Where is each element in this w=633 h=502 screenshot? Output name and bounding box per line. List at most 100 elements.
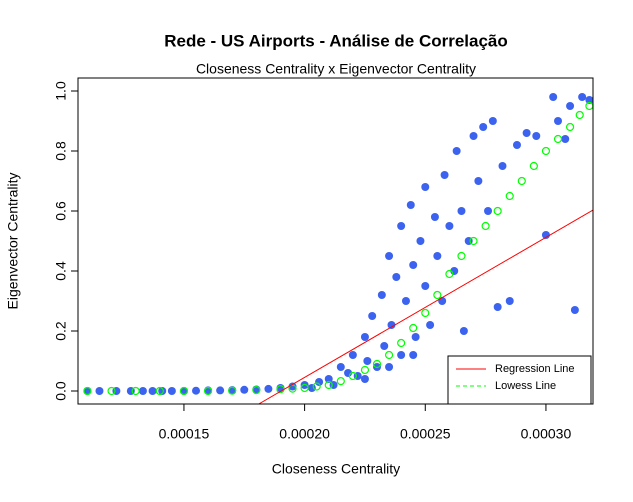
chart-title: Rede - US Airports - Análise de Correlaç… [164,31,508,50]
data-point [430,212,439,221]
lowess-point [469,236,478,246]
data-point [387,321,396,330]
data-point [445,221,454,230]
lowess-point [107,386,116,396]
data-point [409,351,418,360]
lowess-point [83,386,92,396]
lowess-point [372,359,382,369]
data-point [192,386,201,395]
plot-area [83,92,593,404]
data-point [360,375,369,384]
data-point [578,92,587,101]
lowess-point [529,161,538,171]
data-point [264,384,273,393]
data-point [512,140,521,149]
x-tick-label: 0.00025 [400,426,451,442]
data-point [474,176,483,185]
x-tick-label: 0.00020 [279,426,330,442]
lowess-point [493,206,502,216]
data-point [541,230,550,239]
data-point [377,291,386,300]
data-point [457,206,466,215]
lowess-point [457,251,466,261]
data-point [385,363,394,372]
data-point [392,273,401,282]
data-point [498,161,507,170]
lowess-point [252,386,261,395]
data-point [380,342,389,351]
data-point [554,116,563,125]
data-point [421,282,430,291]
data-point [385,252,394,261]
x-axis-label: Closeness Centrality [272,461,400,477]
lowess-point [409,323,418,333]
data-point [240,385,249,394]
y-tick-label: 0.0 [53,381,69,401]
data-point [368,312,377,321]
data-point [416,237,425,245]
lowess-point [553,134,563,144]
y-tick-label: 0.8 [53,141,69,161]
lowess-point [155,386,164,396]
data-point [469,131,478,140]
data-point [532,131,541,140]
data-point [479,122,488,131]
data-point [348,351,357,360]
x-tick-label: 0.00015 [159,426,210,442]
data-point [158,387,167,396]
data-point [561,134,570,143]
data-point [288,382,297,391]
lowess-point [481,221,490,231]
data-point [179,387,188,396]
lowess-point [384,350,394,360]
data-point [406,200,415,209]
data-point [360,333,369,342]
lowess-point [312,382,321,391]
lowess-point [445,269,454,279]
y-axis-label: Eigenvector Centrality [5,173,21,310]
lowess-point [360,365,370,375]
data-point [411,333,420,342]
data-point [401,297,410,306]
lowess-point [336,377,345,386]
data-point [397,351,406,360]
lowess-point [575,110,584,120]
data-point [397,221,406,230]
data-point [433,252,442,261]
data-point [138,387,147,396]
data-point [440,170,449,179]
chart-subtitle: Closeness Centrality x Eigenvector Centr… [196,61,476,77]
regression-line [258,209,593,404]
lowess-point [348,371,357,381]
data-point [315,378,324,387]
data-point [549,92,558,101]
lowess-point [397,338,406,348]
data-point [324,375,333,384]
legend-box [447,355,592,405]
legend-label: Regression Line [495,363,575,375]
lowess-point [433,290,442,300]
x-tick-label: 0.00030 [521,426,572,442]
data-point [307,384,316,393]
data-point [426,321,435,330]
data-point [488,116,497,125]
lowess-point [179,386,189,396]
lowess-point [541,146,551,156]
y-tick-label: 0.4 [53,261,69,281]
data-point [452,146,461,155]
y-tick-label: 0.2 [53,321,69,341]
data-point [522,128,531,137]
data-point [83,387,92,396]
data-point [409,261,418,270]
data-point [585,95,593,104]
data-point [570,306,579,315]
data-point [336,363,345,372]
lowess-point [324,380,333,390]
lowess-point [300,383,309,393]
data-point [167,387,176,396]
data-point [421,182,430,191]
data-point [95,387,104,396]
legend: Regression Line Lowess Line [447,355,592,405]
